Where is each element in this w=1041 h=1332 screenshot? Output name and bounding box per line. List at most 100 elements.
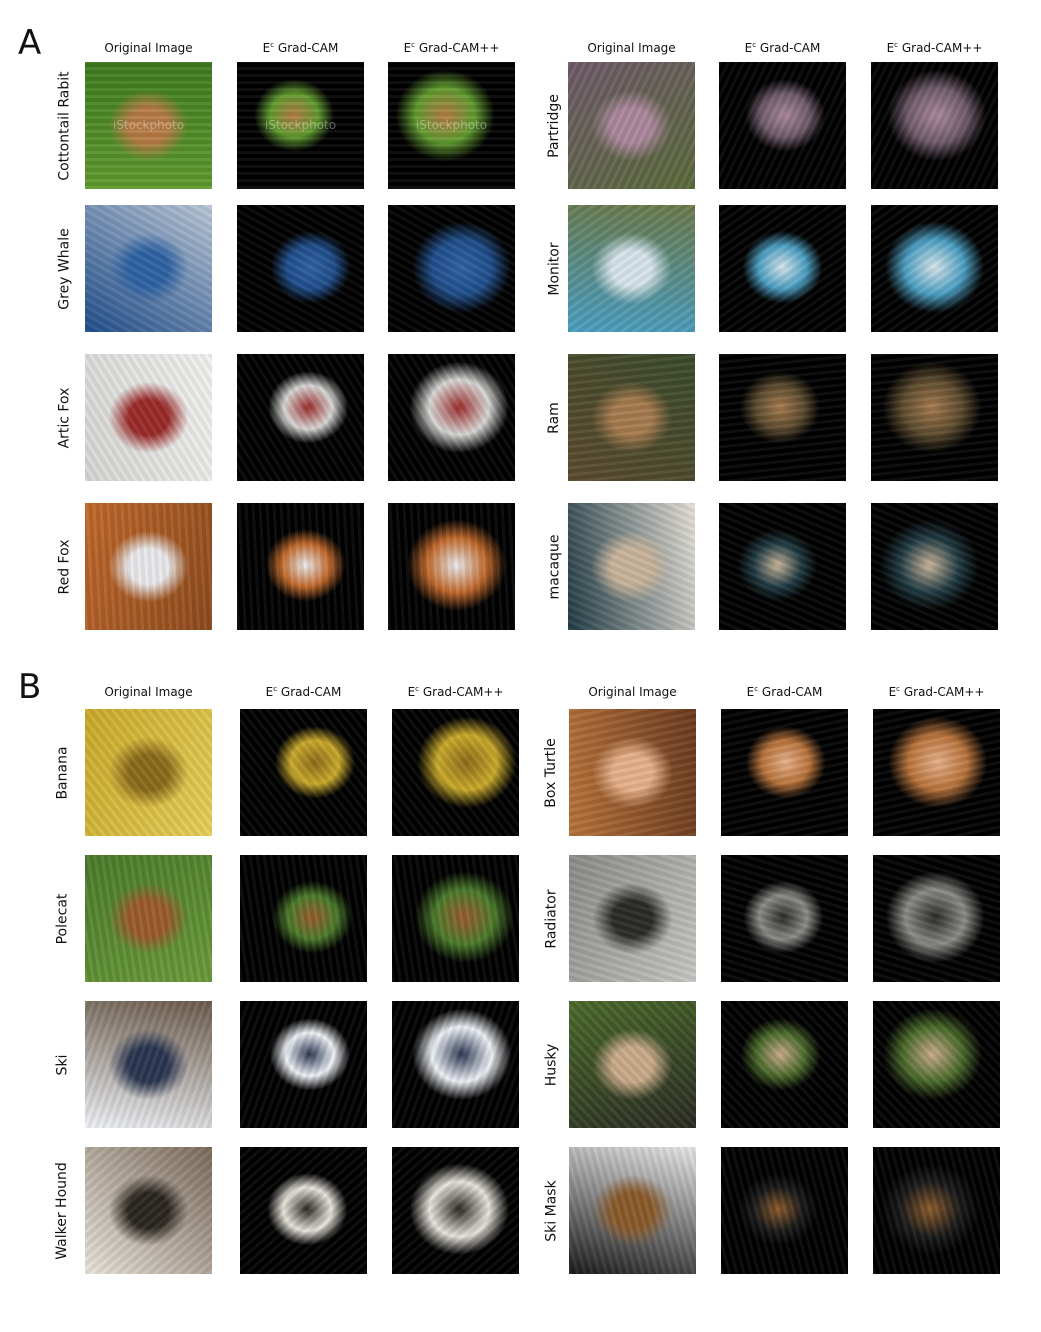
grad-cam-image — [237, 354, 364, 481]
grad-cam-plus-plus-image: iStockphoto — [388, 62, 515, 189]
image-texture — [569, 1001, 696, 1128]
row-label: Artic Fox — [55, 387, 72, 448]
image-texture — [873, 855, 1000, 982]
panel-label-b: B — [18, 667, 42, 707]
image-texture — [237, 503, 364, 630]
image-texture — [85, 62, 212, 189]
image-texture — [568, 205, 695, 332]
original-image — [568, 205, 695, 332]
image-texture — [721, 709, 848, 836]
grad-cam-image — [240, 709, 367, 836]
row-label: Box Turtle — [542, 737, 559, 808]
grad-cam-plus-plus-image — [873, 709, 1000, 836]
column-header: Ec Grad-CAM++ — [886, 41, 983, 55]
image-texture — [871, 354, 998, 481]
image-texture — [568, 503, 695, 630]
original-image — [568, 354, 695, 481]
image-texture — [237, 62, 364, 189]
grad-cam-plus-plus-image — [392, 855, 519, 982]
column-header: Original Image — [104, 41, 193, 55]
image-texture — [719, 205, 846, 332]
row-label: Polecat — [53, 893, 70, 944]
image-texture — [392, 855, 519, 982]
original-image: iStockphoto — [85, 62, 212, 189]
row-label: Monitor — [546, 241, 563, 296]
original-image — [568, 62, 695, 189]
image-texture — [721, 1147, 848, 1274]
image-texture — [871, 205, 998, 332]
original-image — [85, 709, 212, 836]
row-label: Ski — [53, 1054, 70, 1075]
grad-cam-image — [719, 205, 846, 332]
column-header: Original Image — [104, 685, 193, 699]
image-texture — [388, 205, 515, 332]
column-header: Ec Grad-CAM — [265, 685, 342, 699]
original-image — [569, 1147, 696, 1274]
image-texture — [85, 1147, 212, 1274]
original-image — [569, 855, 696, 982]
grad-cam-plus-plus-image — [873, 1147, 1000, 1274]
column-header: Ec Grad-CAM — [262, 41, 339, 55]
grad-cam-image — [721, 855, 848, 982]
image-texture — [873, 1001, 1000, 1128]
image-texture — [392, 1001, 519, 1128]
original-image — [85, 205, 212, 332]
image-texture — [240, 1001, 367, 1128]
image-texture — [85, 709, 212, 836]
image-texture — [719, 62, 846, 189]
row-label: Cottontail Rabit — [56, 70, 73, 181]
column-header: Original Image — [587, 41, 676, 55]
grad-cam-image: iStockphoto — [237, 62, 364, 189]
column-header: Ec Grad-CAM — [746, 685, 823, 699]
grad-cam-image — [240, 1001, 367, 1128]
image-texture — [719, 354, 846, 481]
row-label: Husky — [542, 1043, 559, 1086]
image-texture — [240, 1147, 367, 1274]
grad-cam-plus-plus-image — [392, 1147, 519, 1274]
watermark-text: iStockphoto — [415, 117, 488, 132]
image-texture — [719, 503, 846, 630]
row-label: Banana — [54, 745, 71, 800]
image-texture — [85, 354, 212, 481]
grad-cam-plus-plus-image — [873, 1001, 1000, 1128]
grad-cam-plus-plus-image — [392, 709, 519, 836]
original-image — [568, 503, 695, 630]
original-image — [85, 1147, 212, 1274]
row-label: Red Fox — [56, 538, 73, 595]
image-texture — [85, 1001, 212, 1128]
image-texture — [240, 855, 367, 982]
image-texture — [568, 354, 695, 481]
grad-cam-image — [721, 709, 848, 836]
row-label: Grey Whale — [56, 227, 73, 310]
grad-cam-image — [240, 855, 367, 982]
image-texture — [873, 709, 1000, 836]
row-label: Radiator — [543, 888, 560, 949]
grad-cam-plus-plus-image — [871, 62, 998, 189]
original-image — [85, 1001, 212, 1128]
column-header: Ec Grad-CAM++ — [407, 685, 504, 699]
image-texture — [85, 205, 212, 332]
image-texture — [388, 62, 515, 189]
image-texture — [871, 503, 998, 630]
image-texture — [392, 709, 519, 836]
column-header: Ec Grad-CAM++ — [403, 41, 500, 55]
panel-label-a: A — [18, 23, 42, 63]
image-texture — [569, 709, 696, 836]
row-label: Partridge — [545, 93, 562, 158]
grad-cam-image — [719, 503, 846, 630]
row-label: Ski Mask — [543, 1179, 560, 1242]
image-texture — [569, 855, 696, 982]
image-texture — [85, 503, 212, 630]
grad-cam-plus-plus-image — [871, 354, 998, 481]
row-label: macaque — [545, 534, 562, 599]
column-header: Original Image — [588, 685, 677, 699]
image-texture — [388, 503, 515, 630]
watermark-text: iStockphoto — [264, 117, 337, 132]
image-texture — [237, 354, 364, 481]
original-image — [569, 709, 696, 836]
column-header: Ec Grad-CAM — [744, 41, 821, 55]
image-texture — [721, 1001, 848, 1128]
original-image — [85, 503, 212, 630]
row-label: Walker Hound — [53, 1161, 70, 1260]
image-texture — [240, 709, 367, 836]
